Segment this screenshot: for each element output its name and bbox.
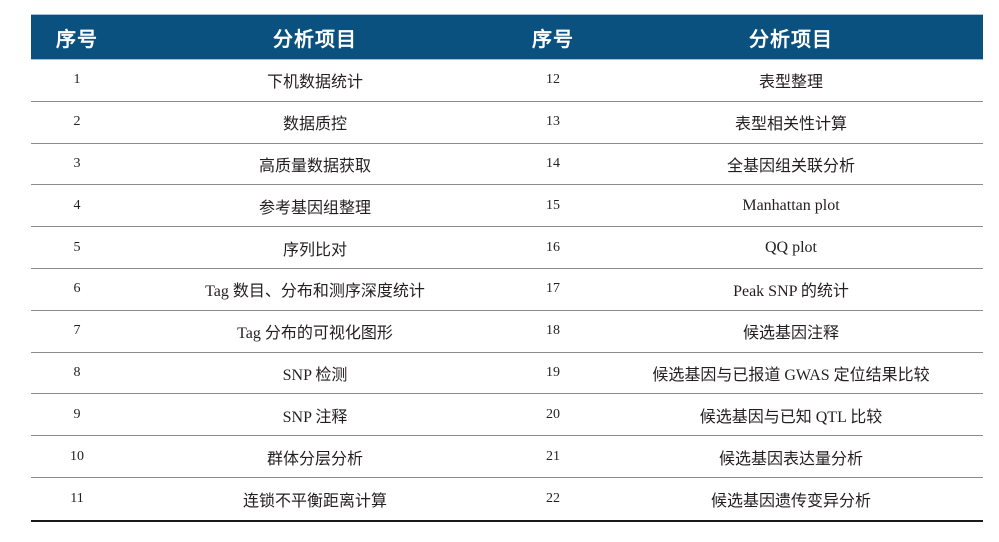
table-row: 10 群体分层分析 21 候选基因表达量分析 <box>31 436 983 478</box>
cell-left-item: 下机数据统计 <box>266 74 363 92</box>
cell-left-item: SNP 检测 <box>282 366 348 384</box>
analysis-items-table: 序号 分析项目 序号 分析项目 1 下机数据统计 12 表型整理 2 数据质控 13 表型相关… <box>31 14 983 522</box>
cell-right-item: 候选基因表达量分析 <box>718 450 863 468</box>
cell-right-index: 14 <box>546 155 560 171</box>
cell-right-item: 表型整理 <box>758 74 823 92</box>
cell-left-index: 5 <box>73 239 81 255</box>
cell-left-item: 数据质控 <box>282 116 347 134</box>
cell-right-item: Peak SNP 的统计 <box>733 283 849 301</box>
table-row: 8 SNP 检测 19 候选基因与已报道 GWAS 定位结果比较 <box>31 353 983 395</box>
cell-right-index: 17 <box>546 281 560 297</box>
cell-right-item: Manhattan plot <box>742 196 840 214</box>
table-body: 1 下机数据统计 12 表型整理 2 数据质控 13 表型相关性计算 3 高质量数据获取 14 全基因… <box>31 60 983 522</box>
table-row: 4 参考基因组整理 15 Manhattan plot <box>31 185 983 228</box>
cell-right-item: 候选基因注释 <box>742 325 839 343</box>
cell-right-index: 20 <box>546 406 560 422</box>
cell-right-item: 候选基因遗传变异分析 <box>710 492 871 510</box>
cell-left-item: 参考基因组整理 <box>258 199 371 217</box>
cell-left-item: 群体分层分析 <box>266 450 363 468</box>
column-header-left-index: 序号 <box>56 26 98 51</box>
cell-right-item: 表型相关性计算 <box>734 116 847 134</box>
cell-right-index: 21 <box>546 448 560 464</box>
cell-left-index: 3 <box>73 155 81 171</box>
cell-left-item: 连锁不平衡距离计算 <box>242 492 387 510</box>
table-row: 2 数据质控 13 表型相关性计算 <box>31 102 983 144</box>
table-row: 5 序列比对 16 QQ plot <box>31 227 983 269</box>
table-row: 3 高质量数据获取 14 全基因组关联分析 <box>31 144 983 186</box>
table-row: 9 SNP 注释 20 候选基因与已知 QTL 比较 <box>31 394 983 437</box>
cell-right-index: 18 <box>546 323 560 339</box>
cell-left-index: 2 <box>73 114 81 130</box>
cell-left-index: 10 <box>70 448 84 464</box>
column-header-right-item: 分析项目 <box>749 26 833 51</box>
cell-left-index: 7 <box>73 323 81 339</box>
table-row: 7 Tag 分布的可视化图形 18 候选基因注释 <box>31 311 983 353</box>
cell-left-item: 高质量数据获取 <box>258 157 371 175</box>
cell-left-item: Tag 分布的可视化图形 <box>237 325 393 343</box>
column-header-left-item: 分析项目 <box>273 26 357 51</box>
cell-right-index: 16 <box>546 239 560 255</box>
cell-right-item: 候选基因与已知 QTL 比较 <box>699 408 883 426</box>
cell-right-index: 22 <box>546 490 560 506</box>
cell-left-index: 6 <box>73 281 81 297</box>
cell-right-item: 候选基因与已报道 GWAS 定位结果比较 <box>652 366 930 384</box>
cell-left-item: 序列比对 <box>282 241 347 259</box>
cell-right-index: 13 <box>546 114 560 130</box>
table-row: 1 下机数据统计 12 表型整理 <box>31 60 983 102</box>
table-header-row: 序号 分析项目 序号 分析项目 <box>31 14 983 60</box>
cell-left-index: 9 <box>73 406 81 422</box>
cell-left-item: SNP 注释 <box>282 408 348 426</box>
cell-right-item: 全基因组关联分析 <box>726 157 855 175</box>
cell-right-index: 19 <box>546 364 560 380</box>
cell-right-index: 15 <box>546 197 560 213</box>
table-row: 6 Tag 数目、分布和测序深度统计 17 Peak SNP 的统计 <box>31 269 983 311</box>
cell-left-item: Tag 数目、分布和测序深度统计 <box>205 283 425 301</box>
cell-left-index: 8 <box>73 364 81 380</box>
column-header-right-index: 序号 <box>532 26 574 51</box>
table-row: 11 连锁不平衡距离计算 22 候选基因遗传变异分析 <box>31 478 983 520</box>
cell-right-item: QQ plot <box>765 238 817 256</box>
cell-left-index: 4 <box>73 197 81 213</box>
cell-left-index: 11 <box>70 490 84 506</box>
cell-right-index: 12 <box>546 72 560 88</box>
cell-left-index: 1 <box>73 72 81 88</box>
